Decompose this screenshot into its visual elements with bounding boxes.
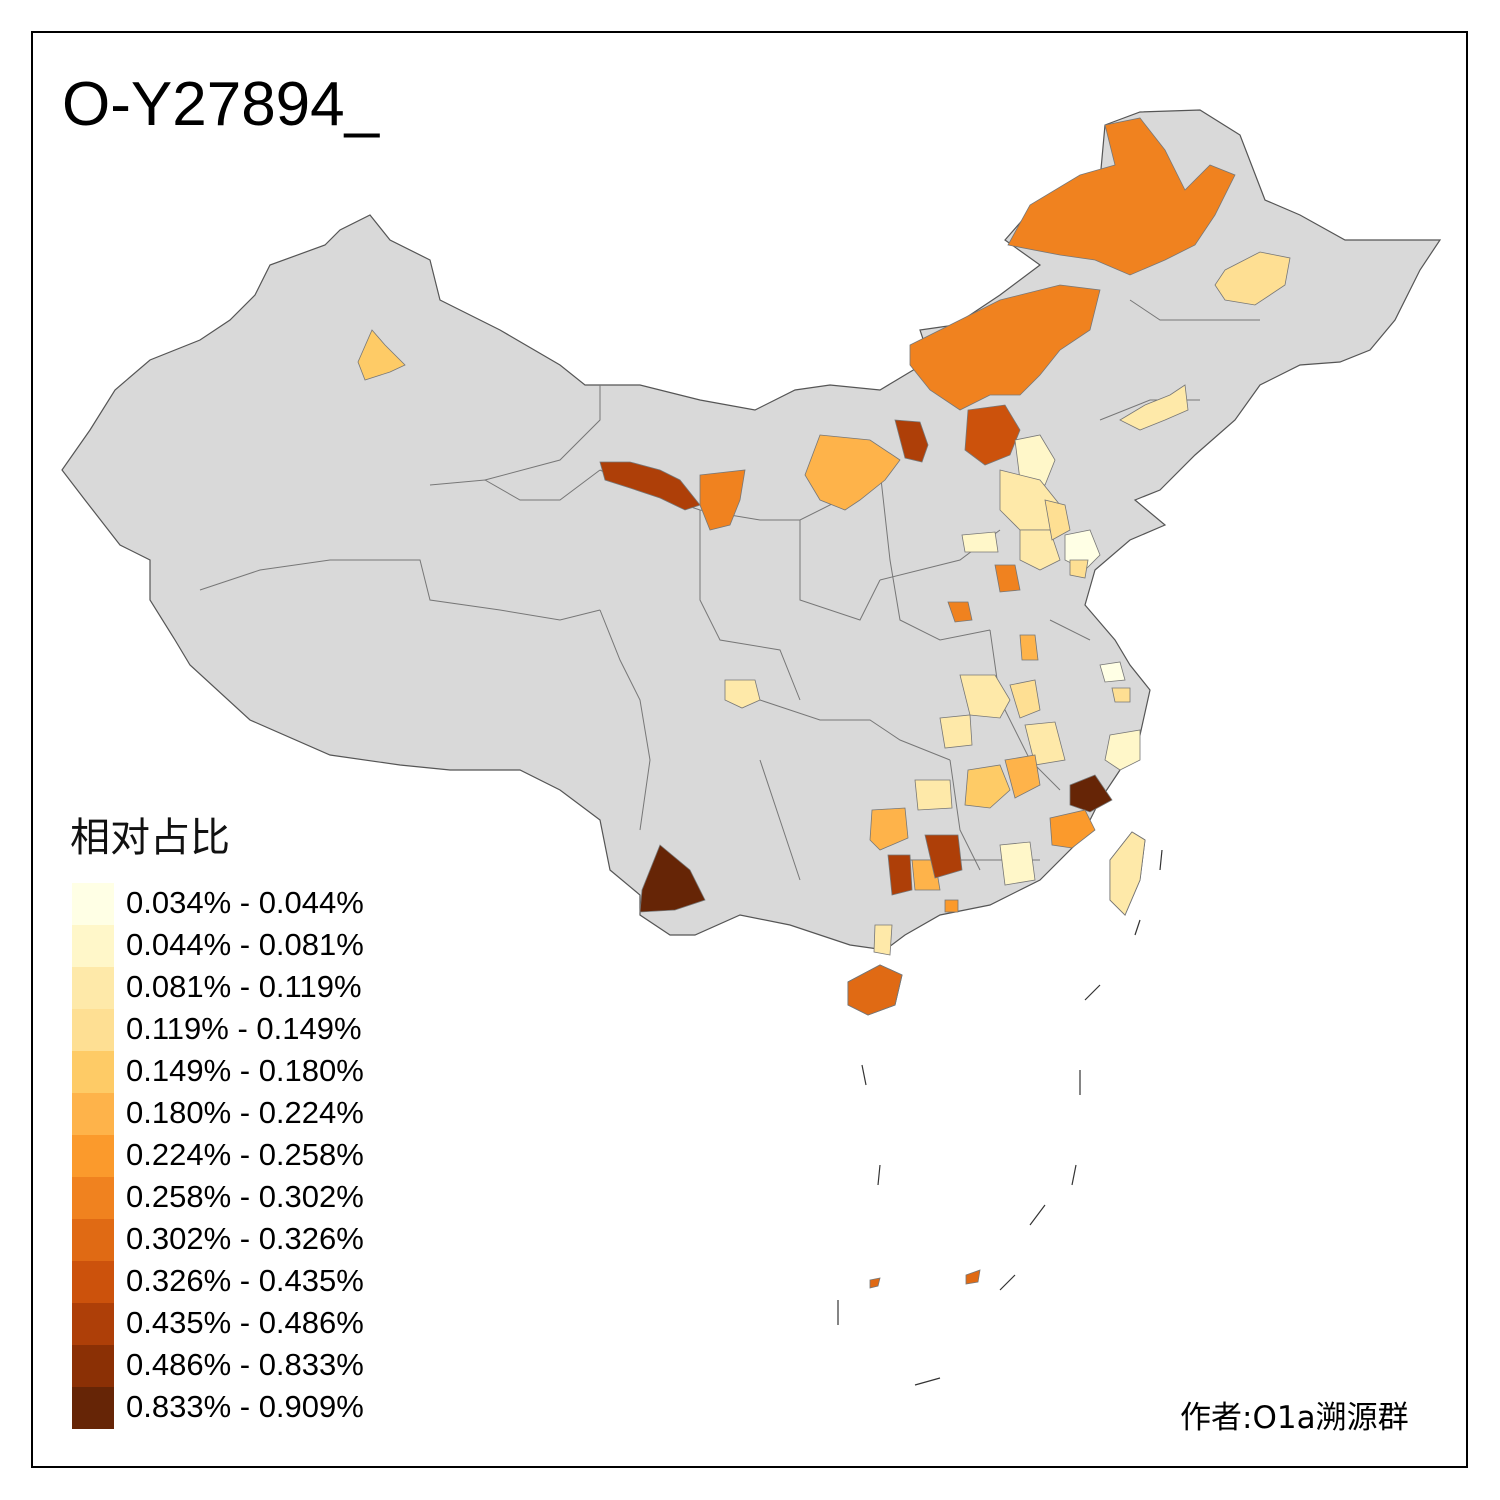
region-hainan: [847, 964, 903, 1016]
legend-swatch: [72, 967, 114, 1009]
legend-label: 0.081% - 0.119%: [126, 969, 362, 1004]
region-guangdong-dot: [944, 899, 959, 913]
legend-swatch: [72, 883, 114, 925]
map-frame: [31, 31, 1468, 1468]
legend-swatch: [72, 925, 114, 967]
region-tianjin: [1014, 434, 1056, 486]
legend-label: 0.149% - 0.180%: [126, 1053, 364, 1088]
region-henan-patch: [994, 564, 1021, 593]
legend-label: 0.044% - 0.081%: [126, 927, 364, 962]
region-nansha-islet-2: [869, 1277, 881, 1289]
region-sichuan-patch: [724, 679, 761, 709]
region-jiangxi-w: [964, 764, 1011, 809]
region-jiangxi-e: [1004, 754, 1041, 799]
author-credit: 作者:O1a溯源群: [1180, 1400, 1409, 1436]
region-taiwan: [1109, 831, 1146, 916]
region-ordos: [804, 434, 901, 511]
region-shanghai: [1111, 687, 1131, 703]
legend-swatch: [72, 1219, 114, 1261]
legend-label: 0.486% - 0.833%: [126, 1347, 364, 1382]
china-outline: [61, 109, 1442, 951]
legend-label: 0.435% - 0.486%: [126, 1305, 364, 1340]
map-title: O-Y27894_: [62, 70, 380, 139]
region-guangxi-n: [869, 807, 909, 851]
region-henan-dot: [947, 601, 973, 623]
region-guangxi-c: [887, 854, 913, 896]
legend-label: 0.326% - 0.435%: [126, 1263, 364, 1298]
region-hubei-strip: [1019, 634, 1039, 661]
region-guangdong-e: [999, 841, 1036, 886]
legend-swatch: [72, 1345, 114, 1387]
region-wuwei: [599, 461, 701, 511]
colored-regions: [357, 117, 1291, 1289]
region-hunan: [914, 779, 953, 811]
region-jiangsu-e: [1009, 679, 1041, 719]
legend-swatch: [72, 1093, 114, 1135]
region-hebei-s: [961, 531, 999, 553]
legend-label: 0.224% - 0.258%: [126, 1137, 364, 1172]
region-shandong-e: [1044, 499, 1071, 541]
legend-label: 0.119% - 0.149%: [126, 1011, 362, 1046]
legend-swatch: [72, 1261, 114, 1303]
region-xishuangbanna: [639, 844, 706, 913]
legend-label: 0.180% - 0.224%: [126, 1095, 364, 1130]
region-xilingol: [909, 284, 1101, 411]
legend-title: 相对占比: [70, 815, 230, 861]
region-jining: [1069, 559, 1089, 579]
legend-swatch: [72, 1009, 114, 1051]
legend-swatch: [72, 1387, 114, 1429]
legend-swatch: [72, 1051, 114, 1093]
region-beijing-north: [964, 404, 1021, 466]
region-guangdong-c: [924, 834, 963, 879]
legend-label: 0.258% - 0.302%: [126, 1179, 364, 1214]
region-xinjiang-patch: [357, 329, 406, 381]
region-shandong-w: [1019, 529, 1061, 571]
region-nansha-islet: [965, 1269, 981, 1285]
region-anhui-s: [1024, 721, 1066, 766]
region-hulunbuir: [1007, 117, 1236, 276]
region-anhui: [939, 714, 973, 749]
south-sea-lines: [837, 849, 1163, 1386]
region-jiangsu: [959, 674, 1011, 719]
region-heilongjiang-patch: [1214, 251, 1291, 306]
region-shanghai-n: [1099, 661, 1126, 683]
legend-label: 0.833% - 0.909%: [126, 1389, 364, 1424]
legend-label: 0.302% - 0.326%: [126, 1221, 364, 1256]
region-zhangye: [699, 469, 746, 531]
region-fujian-s: [1049, 809, 1096, 849]
region-liaoning-patch: [1119, 384, 1189, 431]
legend-label: 0.034% - 0.044%: [126, 885, 364, 920]
legend-swatch: [72, 1177, 114, 1219]
legend-swatch: [72, 1303, 114, 1345]
region-leizhou: [873, 924, 893, 956]
legend-swatch: [72, 1135, 114, 1177]
region-baotou: [894, 419, 929, 463]
region-fujian-n: [1069, 774, 1113, 813]
region-zhejiang: [1104, 729, 1141, 771]
